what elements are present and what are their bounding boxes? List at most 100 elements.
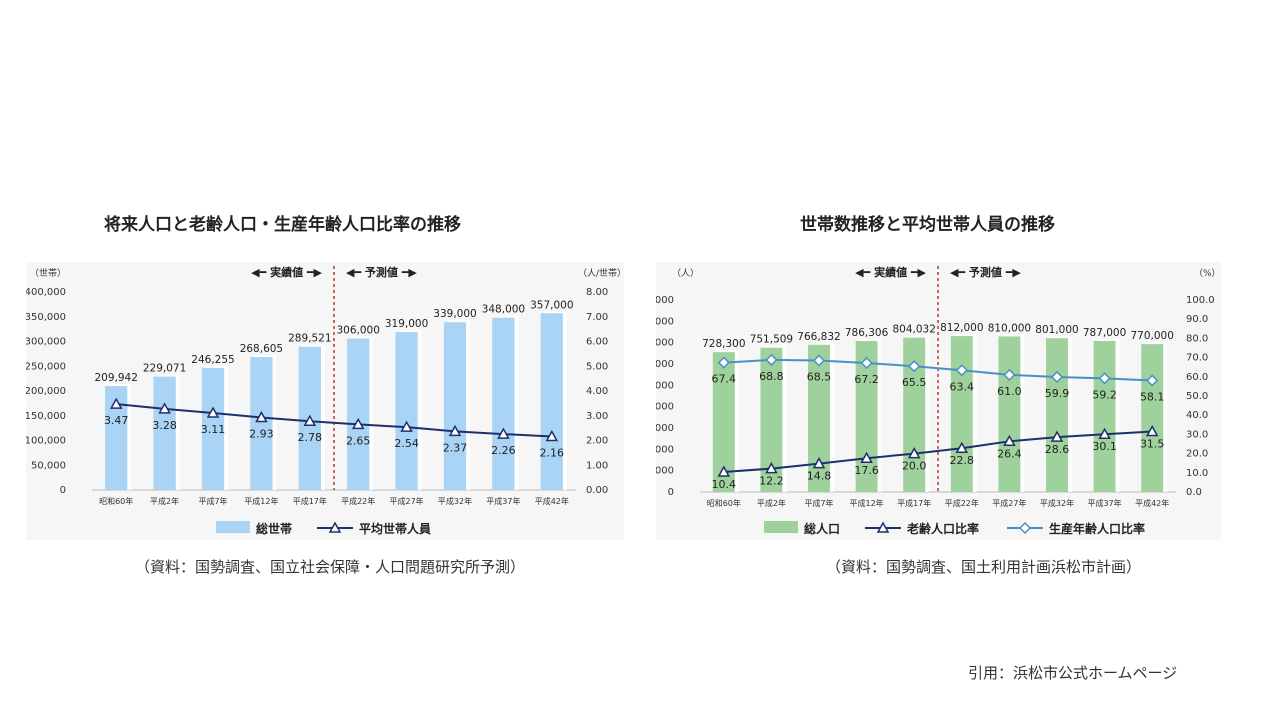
chart1-actual-label: ◀━ 実績値 ━▶ xyxy=(251,265,322,279)
chart2-marker-diamond xyxy=(1003,368,1016,381)
chart1-left-tick: 100,000 xyxy=(26,436,66,447)
chart1-bar-label: 229,071 xyxy=(143,363,186,375)
chart2-point-label: 61.0 xyxy=(997,385,1022,398)
chart1-left-tick: 400,000 xyxy=(26,287,66,298)
chart2-left-tick: 800,000 xyxy=(656,316,674,327)
chart1-bar-label: 246,255 xyxy=(191,354,234,366)
chart1-left-tick: 250,000 xyxy=(26,361,66,372)
chart2-bar-label: 787,000 xyxy=(1083,327,1126,339)
chart2-marker-triangle xyxy=(1145,424,1159,437)
chart1-left-tick: 350,000 xyxy=(26,312,66,323)
chart1-legend-label: 総世帯 xyxy=(256,521,292,536)
chart2-marker-triangle xyxy=(1098,427,1111,439)
chart2-bar-label: 812,000 xyxy=(940,322,983,334)
chart2-left-tick: 400,000 xyxy=(656,402,674,413)
chart2-legend-label: 総人口 xyxy=(804,521,840,536)
chart1-x-tick: 平成2年 xyxy=(150,496,179,506)
chart2-point-label: 65.5 xyxy=(902,376,927,389)
chart1-bar xyxy=(492,317,515,490)
chart2-legend-marker xyxy=(1018,521,1032,535)
chart2-legend-label: 老齢人口比率 xyxy=(907,521,979,536)
chart2-marker-diamond xyxy=(717,356,730,369)
chart1-forecast-label: ◀━ 予測値 ━▶ xyxy=(346,265,417,279)
chart1-left-tick: 300,000 xyxy=(26,337,66,348)
chart1-marker-triangle xyxy=(206,406,220,418)
chart1-bar xyxy=(443,322,467,490)
chart2-bar-label: 751,509 xyxy=(750,334,793,346)
chart1-left-tick: 0 xyxy=(60,485,66,496)
chart2-left-unit: （人） xyxy=(672,268,699,279)
chart2-point-label: 30.1 xyxy=(1092,440,1117,453)
chart1-right-tick: 4.00 xyxy=(586,386,608,397)
chart2-marker-triangle xyxy=(1050,430,1064,442)
chart2-right-tick: 70.0 xyxy=(1186,353,1208,364)
chart1-marker-triangle xyxy=(351,417,365,430)
chart2-line-2 xyxy=(723,358,1153,382)
chart1-svg: （世帯） （人/世帯） 0 50,000 100,000 150,000 200,000 25… xyxy=(25,265,626,536)
chart1-bar xyxy=(395,332,418,490)
chart2-right-tick: 10.0 xyxy=(1186,468,1208,479)
chart1-point-label: 2.78 xyxy=(298,431,323,444)
chart1-point-label: 3.11 xyxy=(201,423,226,436)
chart2-legend-swatch xyxy=(764,521,798,533)
chart2-bar xyxy=(1093,340,1116,492)
chart1-bar-label: 348,000 xyxy=(482,304,525,316)
chart2-left-tick: 200,000 xyxy=(656,444,674,455)
chart2-actual-label: ◀━ 実績値 ━▶ xyxy=(855,265,926,279)
chart1-bar xyxy=(250,357,273,490)
chart1-right-tick: 5.00 xyxy=(586,361,608,372)
chart2-marker-diamond xyxy=(812,354,826,367)
chart2-right-unit: （%） xyxy=(1194,268,1221,279)
chart2-bar-label: 801,000 xyxy=(1035,324,1078,336)
chart1-bar-label: 306,000 xyxy=(336,325,379,337)
chart2-point-label: 67.4 xyxy=(712,373,737,386)
chart2-marker-diamond xyxy=(860,356,873,370)
chart1-bar-label: 319,000 xyxy=(385,318,428,330)
chart2-x-tick: 平成32年 xyxy=(1040,498,1074,508)
chart1-title: 将来人口と老齢人口・生産年齢人口比率の推移 xyxy=(104,215,461,235)
chart1-bar-label: 357,000 xyxy=(530,299,573,311)
chart2-point-label: 22.8 xyxy=(950,454,975,467)
chart2-bar xyxy=(808,344,830,492)
chart2-marker-triangle xyxy=(1003,434,1016,447)
chart2-marker-triangle xyxy=(765,462,778,474)
chart2-x-tick: 平成17年 xyxy=(897,498,931,508)
chart1-x-tick: 平成32年 xyxy=(438,496,472,506)
chart1-x-tick: 平成27年 xyxy=(390,496,424,506)
chart2-marker-triangle xyxy=(955,441,969,453)
chart2-right-tick: 60.0 xyxy=(1186,372,1208,383)
chart2-left-tick: 300,000 xyxy=(656,423,674,434)
chart2-point-label: 63.4 xyxy=(950,380,975,393)
chart2-point-label: 28.6 xyxy=(1045,443,1070,456)
chart1-legend-marker xyxy=(328,521,342,533)
chart2-x-tick: 平成2年 xyxy=(757,498,786,508)
chart2-marker-diamond xyxy=(765,353,778,366)
chart2-point-label: 12.2 xyxy=(759,475,784,488)
chart2-marker-diamond xyxy=(1050,370,1064,384)
chart1-right-tick: 7.00 xyxy=(586,312,608,323)
chart1-point-label: 2.16 xyxy=(540,447,565,460)
chart1-bar-label: 289,521 xyxy=(288,333,331,345)
chart1-legend-label: 平均世帯人員 xyxy=(359,521,431,536)
chart2-point-label: 68.8 xyxy=(759,370,784,383)
chart2-forecast-label: ◀━ 予測値 ━▶ xyxy=(950,265,1021,279)
chart2-marker-triangle xyxy=(717,465,731,477)
chart1-marker-triangle xyxy=(497,427,510,439)
chart1-left-unit: （世帯） xyxy=(30,267,66,279)
chart2-point-label: 58.1 xyxy=(1140,390,1165,403)
chart1-container: （世帯） （人/世帯） 0 50,000 100,000 150,000 200,000 25… xyxy=(25,262,626,540)
chart1-point-label: 3.47 xyxy=(104,414,129,427)
chart1-legend-swatch xyxy=(216,521,250,533)
chart2-right-tick: 80.0 xyxy=(1186,333,1208,344)
chart1-point-label: 2.65 xyxy=(346,434,371,447)
chart1-line-1 xyxy=(116,403,552,438)
chart2-right-tick: 50.0 xyxy=(1186,391,1208,402)
chart2-bar-label: 770,000 xyxy=(1130,330,1173,342)
chart2-title: 世帯数推移と平均世帯人員の推移 xyxy=(800,215,1055,235)
chart2-legend-label: 生産年齢人口比率 xyxy=(1049,521,1145,536)
chart2-right-tick: 100.0 xyxy=(1186,295,1215,306)
chart1-right-tick: 3.00 xyxy=(586,411,608,422)
chart1-point-label: 2.37 xyxy=(443,441,468,454)
chart1-x-tick: 平成22年 xyxy=(341,496,375,506)
chart2-bar-label: 786,306 xyxy=(845,327,889,339)
